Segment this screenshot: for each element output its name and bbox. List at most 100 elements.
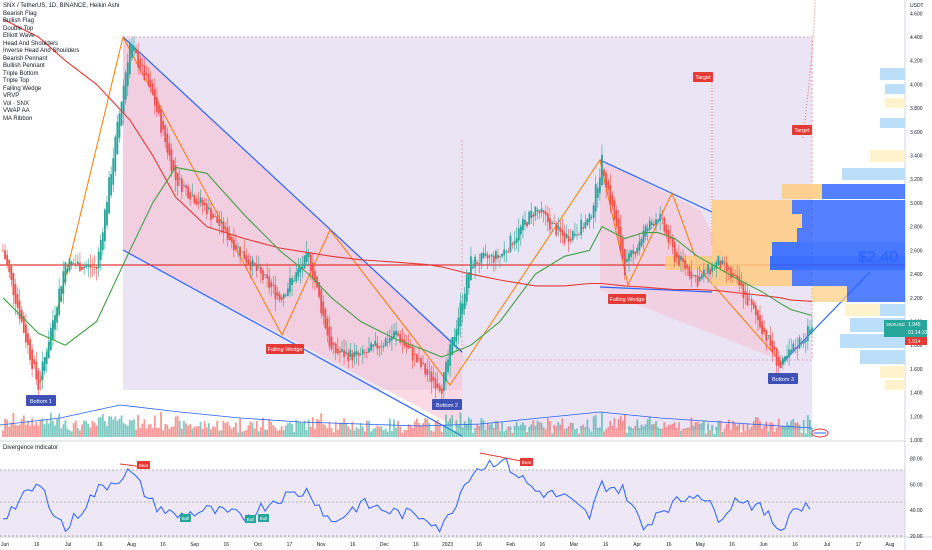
- indicator-item[interactable]: VRVP: [3, 93, 20, 99]
- candle-body: [451, 337, 454, 355]
- candle-body: [559, 227, 562, 233]
- price-axis[interactable]: 4.600 4.400 4.200 4.000 3.800 3.600 3.400 3.200…: [910, 11, 923, 444]
- indicator-item[interactable]: Bearish Flag: [3, 10, 37, 17]
- wedge-lower-line-2: [599, 286, 713, 293]
- candle-body: [259, 267, 262, 274]
- flag-icon[interactable]: [811, 428, 829, 438]
- candle-body: [798, 337, 801, 349]
- indicator-item[interactable]: VWAP AA: [3, 108, 30, 114]
- candle-body: [507, 251, 510, 253]
- volume-bar: [574, 429, 576, 437]
- candle-body: [626, 259, 628, 263]
- wedge-lower-line-1: [122, 249, 463, 437]
- indicator-item[interactable]: MA Ribbon: [3, 115, 33, 122]
- candle-body: [345, 351, 348, 354]
- candle-body: [630, 250, 632, 257]
- volume-bar: [488, 424, 491, 437]
- indicator-item[interactable]: Bearish Pennant: [3, 55, 48, 62]
- candle-body: [470, 256, 472, 281]
- volume-bar: [536, 420, 539, 437]
- volume-bar: [74, 420, 77, 437]
- volume-bar: [800, 432, 803, 437]
- volume-bar: [565, 428, 568, 437]
- volume-bar: [351, 421, 354, 437]
- volume-bar: [253, 428, 256, 437]
- candle-body: [580, 219, 583, 235]
- volume-bar: [646, 419, 649, 437]
- candle-body: [106, 202, 108, 226]
- volume-bar: [274, 427, 277, 437]
- volume-bar: [126, 425, 129, 437]
- price-tick-label: 3.800: [910, 106, 923, 112]
- candle-body: [453, 336, 456, 347]
- volume-bar: [322, 424, 325, 437]
- volume-bar: [147, 424, 150, 437]
- svg-text:Bottom 3: Bottom 3: [772, 377, 794, 383]
- time-tick-label: Apr: [633, 542, 641, 548]
- indicator-item[interactable]: Triple Bottom: [3, 70, 39, 77]
- wedge-upper-line-1: [122, 36, 463, 353]
- candle-body: [58, 288, 61, 315]
- volume-bar: [457, 424, 460, 437]
- volume-bar: [505, 429, 508, 437]
- volume-bar: [669, 424, 672, 437]
- indicator-item[interactable]: Double Top: [3, 25, 34, 32]
- volume-bar: [553, 424, 556, 437]
- volume-bar: [621, 420, 624, 437]
- indicator-item[interactable]: Falling Wedge: [3, 85, 42, 92]
- volume-bar: [401, 432, 404, 437]
- volume-bar: [707, 423, 709, 437]
- volume-bar: [584, 427, 587, 437]
- candle-body: [79, 262, 81, 271]
- volume-bar: [788, 424, 791, 437]
- candle-body: [754, 305, 757, 316]
- indicator-item[interactable]: Inverse Head And Shoulders: [3, 48, 80, 54]
- volume-bar: [727, 419, 730, 437]
- candle-body: [442, 372, 445, 391]
- volume-bar: [497, 421, 499, 437]
- indicator-item[interactable]: Bullish Flag: [3, 18, 35, 24]
- candle-body: [391, 336, 393, 341]
- volume-bar: [798, 424, 801, 437]
- volume-bar: [738, 423, 741, 437]
- volume-bar: [58, 413, 61, 437]
- time-tick-label: 17: [287, 542, 293, 548]
- indicator-item[interactable]: Vol · SNX: [3, 100, 30, 107]
- price-tick-label: 1.200: [910, 414, 923, 420]
- candle-body: [802, 340, 805, 344]
- volume-bar: [709, 430, 711, 437]
- candle-body: [380, 346, 383, 348]
- indicator-item[interactable]: Triple Top: [3, 78, 30, 84]
- candle-body: [546, 213, 549, 223]
- volume-bar: [212, 426, 214, 437]
- volume-bar: [403, 430, 406, 437]
- volume-bar: [409, 424, 412, 437]
- candle-body: [804, 340, 807, 343]
- candle-body: [713, 268, 716, 270]
- candle-body: [83, 266, 86, 269]
- volume-bar: [166, 424, 169, 437]
- bull-label-2: Bull: [245, 515, 256, 523]
- candle-body: [54, 315, 56, 330]
- candle-body: [60, 286, 63, 302]
- candle-body: [278, 294, 281, 300]
- time-axis[interactable]: Jun 16 Jul 16 Aug 16 Sep 16 Oct 17 Nov 16 Dec 16 2023 1…: [1, 542, 895, 548]
- volume-bar: [415, 418, 418, 437]
- indicator-list: Bearish Flag Bullish Flag Double Top Elliot…: [3, 11, 119, 124]
- volume-bar: [671, 423, 674, 437]
- indicator-item[interactable]: Elliott Wave: [3, 33, 35, 39]
- symbol-title[interactable]: SNX / TetherUS, 1D, BINANCE, Heikin Ashi: [3, 3, 120, 9]
- oscillator-title[interactable]: Divergence Indicator: [3, 445, 59, 451]
- indicator-item[interactable]: Head And Shoulders: [3, 40, 59, 47]
- svg-text:Bottom 1: Bottom 1: [30, 399, 52, 405]
- volume-bar: [407, 424, 410, 437]
- candle-body: [582, 227, 585, 229]
- volume-bar: [124, 424, 127, 437]
- candle-body: [47, 342, 50, 359]
- candle-body: [349, 349, 352, 357]
- indicator-item[interactable]: Bullish Pennant: [3, 63, 45, 69]
- candle-body: [359, 354, 362, 355]
- volume-bar: [83, 420, 86, 437]
- candle-body: [293, 280, 296, 282]
